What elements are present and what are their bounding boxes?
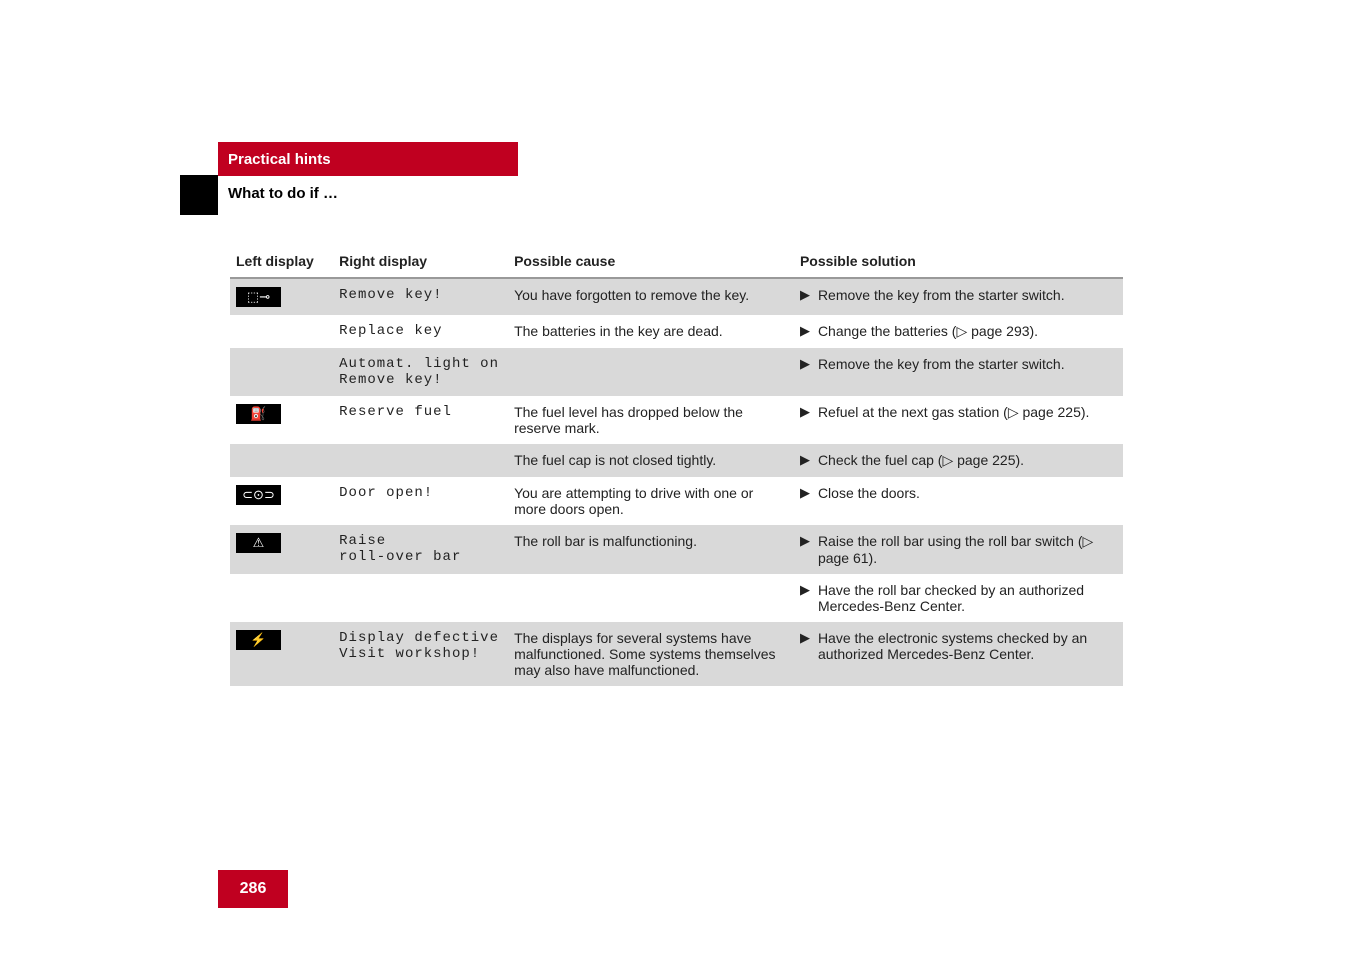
right-display-line2: Remove key! <box>339 372 442 388</box>
bullet-icon: ▶ <box>800 404 810 420</box>
cell-right-display: Raise roll-over bar <box>333 525 508 574</box>
bullet-icon: ▶ <box>800 630 810 646</box>
cell-cause: The roll bar is malfunctioning. <box>508 525 794 574</box>
section-title: What to do if … <box>228 185 338 202</box>
bullet-icon: ▶ <box>800 323 810 339</box>
cell-solution: ▶ Refuel at the next gas station (▷ page … <box>794 396 1123 444</box>
side-tab <box>180 175 218 215</box>
key-icon: ⬚⊸ <box>236 287 281 307</box>
cell-right-display: Replace key <box>333 315 508 348</box>
cell-cause: The displays for several systems have ma… <box>508 622 794 686</box>
right-display-line1: Automat. light on <box>339 356 499 372</box>
cell-right-display: Display defective Visit workshop! <box>333 622 508 686</box>
cell-solution: ▶ Remove the key from the starter switch. <box>794 348 1123 396</box>
cell-right-display <box>333 444 508 477</box>
cell-solution: ▶ Have the roll bar checked by an authori… <box>794 574 1123 622</box>
cell-left-icon <box>230 574 333 622</box>
cell-cause: The fuel cap is not closed tightly. <box>508 444 794 477</box>
bullet-icon: ▶ <box>800 533 810 549</box>
table-row: Automat. light on Remove key! ▶ Remove th… <box>230 348 1123 396</box>
table-row: ⚡ Display defective Visit workshop! The … <box>230 622 1123 686</box>
col-possible-cause: Possible cause <box>508 245 794 278</box>
table-row: ⬚⊸ Remove key! You have forgotten to rem… <box>230 278 1123 315</box>
table-header-row: Left display Right display Possible caus… <box>230 245 1123 278</box>
cell-solution: ▶ Raise the roll bar using the roll bar s… <box>794 525 1123 574</box>
right-display-line2: roll-over bar <box>339 549 461 565</box>
cell-left-icon <box>230 315 333 348</box>
col-right-display: Right display <box>333 245 508 278</box>
fuel-icon: ⛽ <box>236 404 281 424</box>
display-defective-icon: ⚡ <box>236 630 281 650</box>
cell-left-icon: ⚠ <box>230 525 333 574</box>
solution-text: Close the doors. <box>818 485 920 501</box>
cell-solution: ▶ Change the batteries (▷ page 293). <box>794 315 1123 348</box>
right-display-line1: Raise <box>339 533 386 549</box>
table-row: Replace key The batteries in the key are… <box>230 315 1123 348</box>
cell-solution: ▶ Check the fuel cap (▷ page 225). <box>794 444 1123 477</box>
troubleshoot-table: Left display Right display Possible caus… <box>230 245 1123 686</box>
bullet-icon: ▶ <box>800 452 810 468</box>
cell-left-icon <box>230 444 333 477</box>
solution-text: Raise the roll bar using the roll bar sw… <box>818 533 1117 566</box>
col-possible-solution: Possible solution <box>794 245 1123 278</box>
cell-cause: The batteries in the key are dead. <box>508 315 794 348</box>
solution-text: Remove the key from the starter switch. <box>818 356 1065 372</box>
door-icon: ⊂⊙⊃ <box>236 485 281 505</box>
cell-right-display: Reserve fuel <box>333 396 508 444</box>
cell-right-display: Door open! <box>333 477 508 525</box>
cell-cause <box>508 574 794 622</box>
chapter-banner: Practical hints <box>218 142 518 176</box>
table-row: ▶ Have the roll bar checked by an authori… <box>230 574 1123 622</box>
cell-solution: ▶ Close the doors. <box>794 477 1123 525</box>
solution-text: Have the roll bar checked by an authoriz… <box>818 582 1117 614</box>
table: Left display Right display Possible caus… <box>230 245 1123 686</box>
solution-text: Remove the key from the starter switch. <box>818 287 1065 303</box>
cell-right-display: Remove key! <box>333 278 508 315</box>
cell-solution: ▶ Have the electronic systems checked by … <box>794 622 1123 686</box>
bullet-icon: ▶ <box>800 485 810 501</box>
solution-text: Check the fuel cap (▷ page 225). <box>818 452 1024 469</box>
table-row: The fuel cap is not closed tightly. ▶ Che… <box>230 444 1123 477</box>
page: Practical hints What to do if … Left dis… <box>0 0 1351 954</box>
cell-cause: You are attempting to drive with one or … <box>508 477 794 525</box>
cell-cause: The fuel level has dropped below the res… <box>508 396 794 444</box>
bullet-icon: ▶ <box>800 287 810 303</box>
cell-left-icon: ⚡ <box>230 622 333 686</box>
solution-text: Change the batteries (▷ page 293). <box>818 323 1038 340</box>
cell-left-icon: ⊂⊙⊃ <box>230 477 333 525</box>
solution-text: Have the electronic systems checked by a… <box>818 630 1117 662</box>
table-row: ⛽ Reserve fuel The fuel level has droppe… <box>230 396 1123 444</box>
right-display-line1: Display defective <box>339 630 499 646</box>
cell-left-icon: ⬚⊸ <box>230 278 333 315</box>
page-number: 286 <box>218 870 288 908</box>
solution-text: Refuel at the next gas station (▷ page 2… <box>818 404 1090 421</box>
cell-right-display: Automat. light on Remove key! <box>333 348 508 396</box>
rollbar-icon: ⚠ <box>236 533 281 553</box>
table-row: ⚠ Raise roll-over bar The roll bar is ma… <box>230 525 1123 574</box>
cell-right-display <box>333 574 508 622</box>
bullet-icon: ▶ <box>800 356 810 372</box>
cell-cause: You have forgotten to remove the key. <box>508 278 794 315</box>
cell-cause <box>508 348 794 396</box>
col-left-display: Left display <box>230 245 333 278</box>
table-row: ⊂⊙⊃ Door open! You are attempting to dri… <box>230 477 1123 525</box>
right-display-line2: Visit workshop! <box>339 646 480 662</box>
cell-left-icon: ⛽ <box>230 396 333 444</box>
cell-solution: ▶ Remove the key from the starter switch. <box>794 278 1123 315</box>
cell-left-icon <box>230 348 333 396</box>
bullet-icon: ▶ <box>800 582 810 598</box>
